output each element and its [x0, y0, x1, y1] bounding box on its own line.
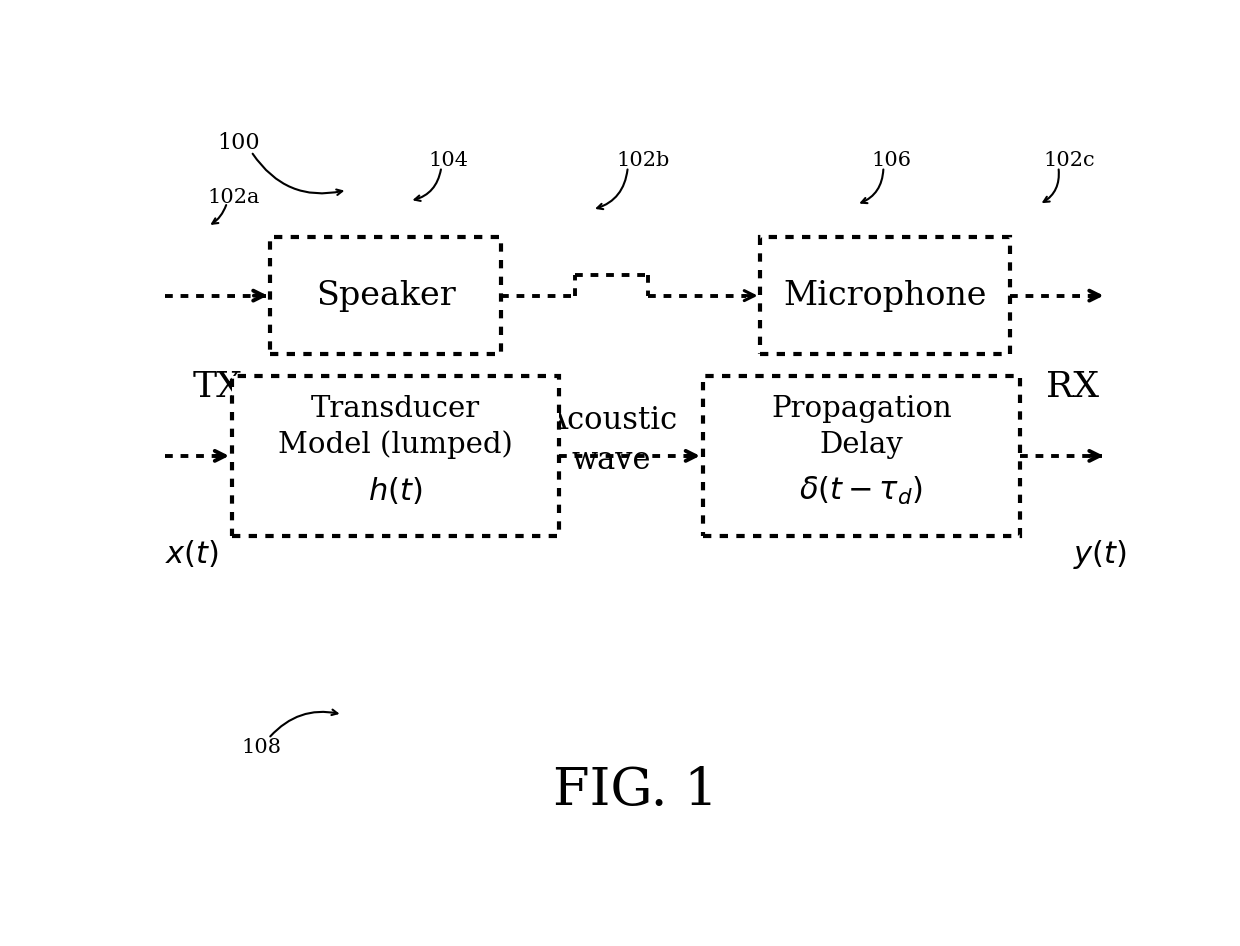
Text: FIG. 1: FIG. 1: [553, 765, 718, 816]
Text: 102a: 102a: [208, 188, 260, 207]
Text: 102b: 102b: [616, 151, 670, 170]
Bar: [232, 376, 558, 536]
Text: 102c: 102c: [1044, 151, 1096, 170]
Text: 108: 108: [242, 738, 281, 757]
Text: RX: RX: [1047, 370, 1099, 404]
Text: $x(t)$: $x(t)$: [165, 538, 218, 569]
Text: Propagation
Delay: Propagation Delay: [771, 395, 951, 459]
Text: Speaker: Speaker: [316, 280, 455, 311]
Text: Microphone: Microphone: [784, 280, 987, 311]
Text: 106: 106: [870, 151, 911, 170]
Bar: [270, 237, 501, 354]
Text: 100: 100: [217, 131, 260, 153]
Text: $y(t)$: $y(t)$: [1073, 537, 1127, 570]
Text: $h(t)$: $h(t)$: [368, 476, 423, 507]
Bar: [703, 376, 1019, 536]
Bar: [760, 237, 1011, 354]
Text: Acoustic
wave: Acoustic wave: [546, 405, 677, 477]
Text: 104: 104: [429, 151, 469, 170]
Text: $\delta(t - \tau_d)$: $\delta(t - \tau_d)$: [800, 475, 924, 507]
Text: TX: TX: [192, 370, 242, 404]
Text: Transducer
Model (lumped): Transducer Model (lumped): [278, 394, 512, 460]
